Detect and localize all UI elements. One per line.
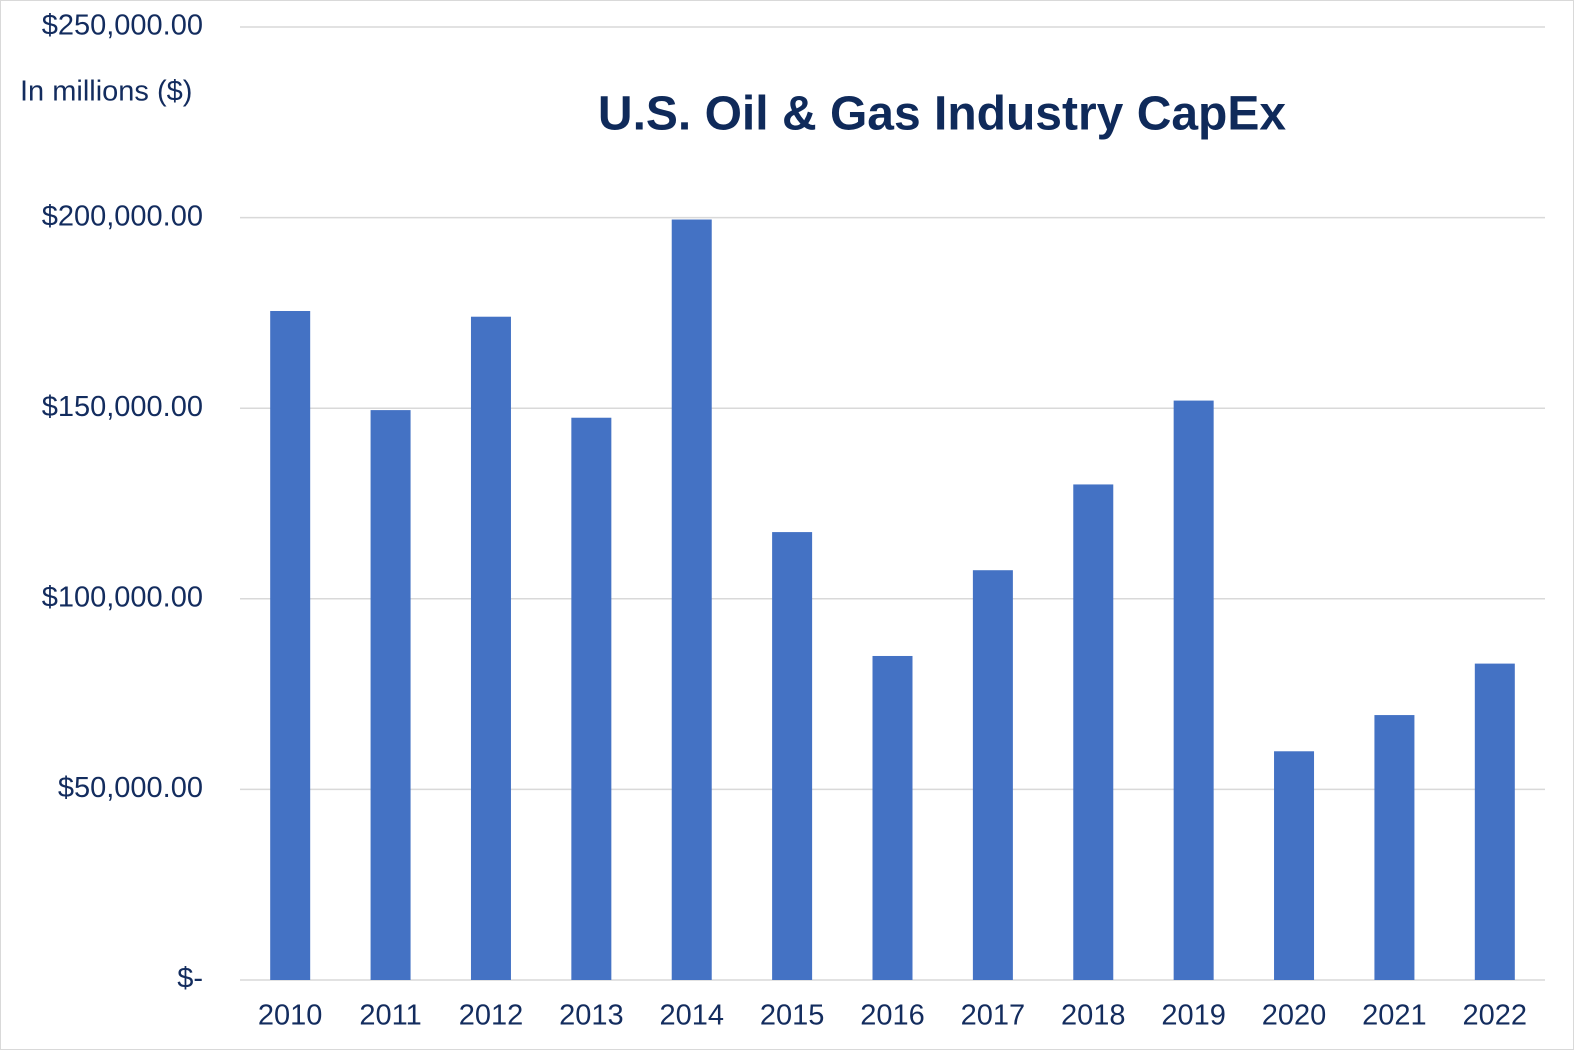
- bar: [270, 310, 311, 980]
- bar: [972, 570, 1013, 980]
- x-tick-label: 2021: [1362, 1000, 1427, 1032]
- x-tick-label: 2017: [961, 1000, 1026, 1032]
- bar: [872, 655, 913, 980]
- x-tick-label: 2013: [559, 1000, 624, 1032]
- bar: [671, 219, 712, 981]
- bar: [1073, 484, 1114, 980]
- y-axis-label: In millions ($): [20, 76, 192, 108]
- x-tick-label: 2010: [258, 1000, 323, 1032]
- y-tick-label: $-: [177, 963, 203, 995]
- x-tick-label: 2022: [1463, 1000, 1528, 1032]
- bar: [772, 532, 813, 980]
- y-tick-label: $250,000.00: [42, 10, 203, 42]
- bar: [1374, 715, 1415, 980]
- x-tick-label: 2018: [1061, 1000, 1126, 1032]
- y-tick-label: $150,000.00: [42, 391, 203, 423]
- x-tick-label: 2020: [1262, 1000, 1327, 1032]
- x-tick-label: 2011: [359, 1000, 421, 1032]
- x-tick-label: 2016: [860, 1000, 925, 1032]
- x-tick-label: 2015: [760, 1000, 825, 1032]
- y-tick-label: $200,000.00: [42, 200, 203, 232]
- bar: [1274, 751, 1315, 980]
- bar: [571, 417, 612, 981]
- y-tick-label: $100,000.00: [42, 581, 203, 613]
- bar: [1173, 400, 1214, 980]
- bar: [370, 410, 411, 981]
- bar: [470, 316, 511, 980]
- x-tick-label: 2019: [1161, 1000, 1226, 1032]
- x-tick-label: 2012: [459, 1000, 524, 1032]
- chart-title: U.S. Oil & Gas Industry CapEx: [598, 88, 1286, 141]
- y-tick-label: $50,000.00: [58, 772, 203, 804]
- x-tick-label: 2014: [659, 1000, 724, 1032]
- bar: [1474, 663, 1515, 980]
